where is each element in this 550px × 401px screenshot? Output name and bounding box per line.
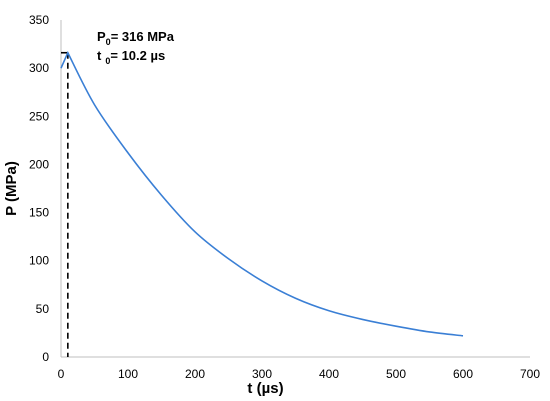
annotation-peak-time-value: = 10.2 µs	[110, 48, 165, 63]
y-tick-label: 350	[29, 13, 49, 27]
y-tick-label: 150	[29, 206, 49, 220]
x-tick-label: 600	[453, 367, 473, 381]
y-tick-label: 0	[42, 350, 49, 364]
x-tick-label: 500	[386, 367, 406, 381]
y-tick-labels: 0 50 100 150 200 250 300 350	[29, 13, 49, 364]
y-tick-label: 250	[29, 109, 49, 123]
annotation-peak-pressure-value: = 316 MPa	[111, 29, 175, 44]
annotation-peak-pressure-subscript: 0	[106, 37, 111, 47]
x-tick-label: 0	[58, 367, 65, 381]
annotation-peak-pressure-symbol: P	[97, 29, 106, 44]
annotation-peak-time: t 0= 10.2 µs	[97, 48, 165, 66]
x-tick-label: 100	[118, 367, 138, 381]
annotation-peak-time-subscript: 0	[105, 56, 110, 66]
x-tick-label: 300	[252, 367, 272, 381]
x-tick-label: 700	[520, 367, 540, 381]
y-tick-label: 300	[29, 61, 49, 75]
y-tick-label: 50	[36, 302, 50, 316]
annotation-peak-time-symbol: t	[97, 48, 102, 63]
y-tick-label: 100	[29, 254, 49, 268]
x-tick-label: 200	[185, 367, 205, 381]
y-tick-label: 200	[29, 157, 49, 171]
annotation-peak-pressure: P0= 316 MPa	[97, 29, 175, 47]
x-tick-label: 400	[319, 367, 339, 381]
x-tick-labels: 0 100 200 300 400 500 600 700	[58, 367, 541, 381]
series-line	[60, 50, 464, 337]
y-axis-title: P (MPa)	[3, 161, 20, 216]
x-axis-title: t (µs)	[247, 380, 283, 397]
